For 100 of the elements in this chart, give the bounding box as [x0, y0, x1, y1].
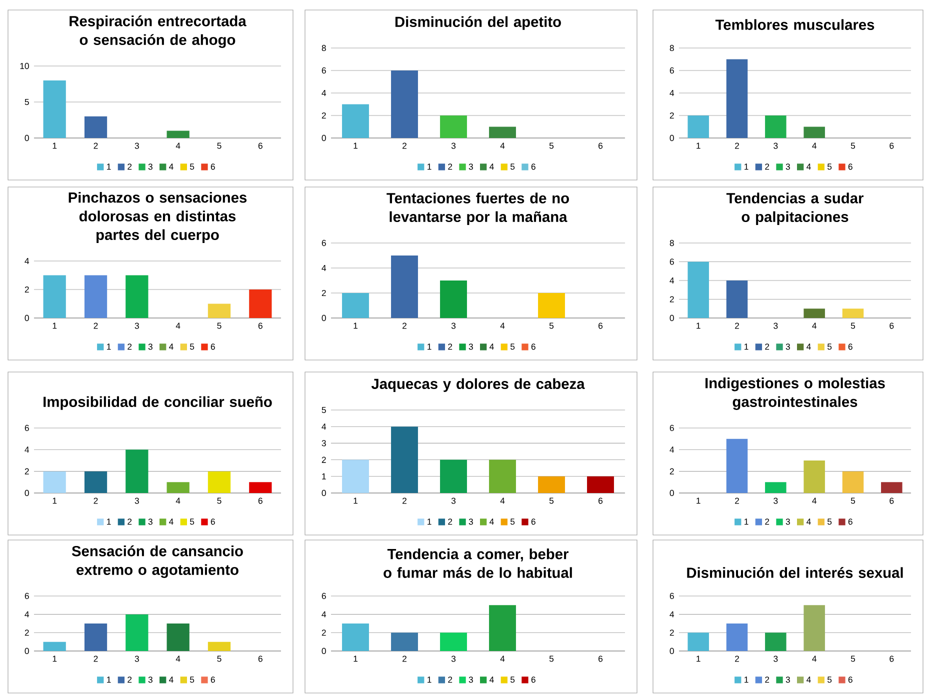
y-tick-label: 4	[670, 90, 674, 96]
legend-label: 2	[765, 344, 770, 350]
x-tick-label: 1	[354, 322, 358, 329]
y-tick-label: 5	[24, 98, 29, 106]
chart-title: Tendencia a comer, beber o fumar más de lo habitual	[384, 548, 572, 578]
legend-label: 2	[128, 164, 132, 170]
legend-label: 2	[128, 518, 132, 525]
chart-title: Tendencias a sudar o palpitaciones	[726, 192, 864, 225]
y-tick-label: 6	[24, 592, 29, 600]
legend-label: 6	[848, 344, 852, 350]
y-tick-label: 0	[24, 648, 29, 654]
x-tick-label: 2	[735, 142, 739, 149]
legend-label: 4	[490, 518, 494, 525]
x-tick-label: 3	[774, 498, 778, 504]
y-tick-label: 4	[24, 446, 30, 453]
y-tick-label: 0	[24, 490, 29, 496]
x-tick-label: 2	[735, 656, 739, 662]
x-tick-label: 1	[52, 322, 57, 329]
y-tick-label: 3	[322, 440, 326, 446]
legend-label: 6	[210, 676, 215, 683]
legend-label: 3	[148, 518, 152, 525]
y-tick-label: 6	[670, 67, 674, 74]
y-tick-label: 6	[24, 424, 29, 432]
y-tick-label: 0	[322, 490, 326, 496]
y-tick-label: 0	[670, 314, 674, 322]
y-tick-label: 0	[322, 314, 326, 322]
legend-label: 2	[765, 676, 770, 683]
legend-label: 1	[428, 164, 432, 170]
legend-label: 3	[786, 676, 790, 683]
y-tick-label: 4	[322, 424, 326, 430]
x-tick-label: 1	[52, 656, 57, 662]
x-tick-label: 6	[258, 498, 262, 504]
legend-label: 6	[848, 518, 852, 525]
x-tick-label: 2	[402, 142, 406, 149]
y-tick-label: 8	[322, 44, 326, 52]
x-tick-label: 5	[549, 142, 554, 149]
legend-label: 5	[828, 518, 832, 525]
x-tick-label: 1	[696, 656, 700, 662]
chart-title: Jaquecas y dolores de cabeza	[371, 378, 585, 392]
y-tick-label: 4	[322, 611, 326, 618]
x-tick-label: 5	[850, 656, 856, 662]
legend-label: 1	[744, 676, 748, 683]
x-tick-label: 6	[598, 498, 603, 504]
legend-label: 4	[806, 164, 811, 170]
x-tick-label: 2	[94, 656, 98, 662]
y-tick-label: 4	[670, 278, 674, 284]
y-tick-label: 2	[322, 112, 326, 119]
legend-label: 4	[169, 676, 174, 683]
x-tick-label: 3	[774, 142, 778, 149]
x-tick-label: 1	[696, 498, 700, 504]
x-tick-label: 3	[134, 142, 139, 149]
legend-label: 5	[190, 676, 194, 683]
y-tick-label: 6	[322, 592, 326, 600]
legend-label: 4	[490, 344, 494, 350]
y-tick-label: 2	[670, 630, 674, 636]
x-tick-label: 5	[217, 142, 222, 149]
y-tick-label: 4	[670, 611, 674, 618]
chart-title: Tentaciones fuertes de no levantarse por la mañana	[386, 192, 569, 225]
y-tick-label: 2	[24, 286, 29, 293]
legend-label: 3	[786, 344, 790, 350]
x-tick-label: 4	[500, 142, 505, 149]
x-tick-label: 2	[94, 142, 98, 149]
y-tick-label: 8	[670, 240, 674, 246]
legend-label: 2	[128, 676, 132, 683]
y-tick-label: 2	[670, 468, 674, 474]
legend-label: 5	[828, 676, 832, 683]
chart-title: Disminución del interés sexual	[687, 567, 903, 578]
x-tick-label: 6	[258, 656, 262, 662]
legend-label: 2	[448, 518, 452, 525]
legend-label: 5	[190, 164, 194, 170]
legend-label: 2	[765, 518, 770, 525]
y-tick-label: 4	[24, 611, 30, 618]
y-tick-label: 8	[670, 44, 674, 52]
chart-title: Disminución del apetito	[395, 16, 561, 30]
x-tick-label: 3	[134, 322, 139, 329]
x-tick-label: 1	[52, 142, 57, 149]
legend-label: 6	[531, 164, 536, 170]
y-tick-label: 6	[670, 258, 674, 265]
legend-label: 6	[531, 344, 536, 350]
chart-title: Imposibilidad de conciliar sueño	[44, 396, 272, 410]
y-tick-label: 2	[322, 630, 326, 636]
y-tick-label: 0	[670, 134, 674, 142]
legend-label: 6	[531, 518, 536, 525]
x-tick-label: 3	[451, 322, 456, 329]
x-tick-label: 5	[549, 656, 554, 662]
x-tick-label: 4	[812, 322, 816, 329]
x-tick-label: 1	[696, 142, 700, 149]
x-tick-label: 5	[217, 322, 222, 329]
legend-label: 3	[148, 676, 152, 683]
legend-label: 1	[744, 164, 748, 170]
x-tick-label: 5	[549, 498, 554, 504]
y-tick-label: 2	[24, 468, 29, 474]
x-tick-label: 5	[850, 322, 856, 329]
x-tick-label: 4	[176, 656, 180, 662]
x-tick-label: 3	[134, 498, 139, 504]
chart-title: Indigestiones o molestias gastrointestinales	[706, 378, 885, 410]
legend-label: 4	[169, 518, 174, 525]
legend-label: 3	[786, 164, 790, 170]
legend-label: 1	[107, 344, 111, 350]
x-tick-label: 6	[890, 322, 894, 329]
